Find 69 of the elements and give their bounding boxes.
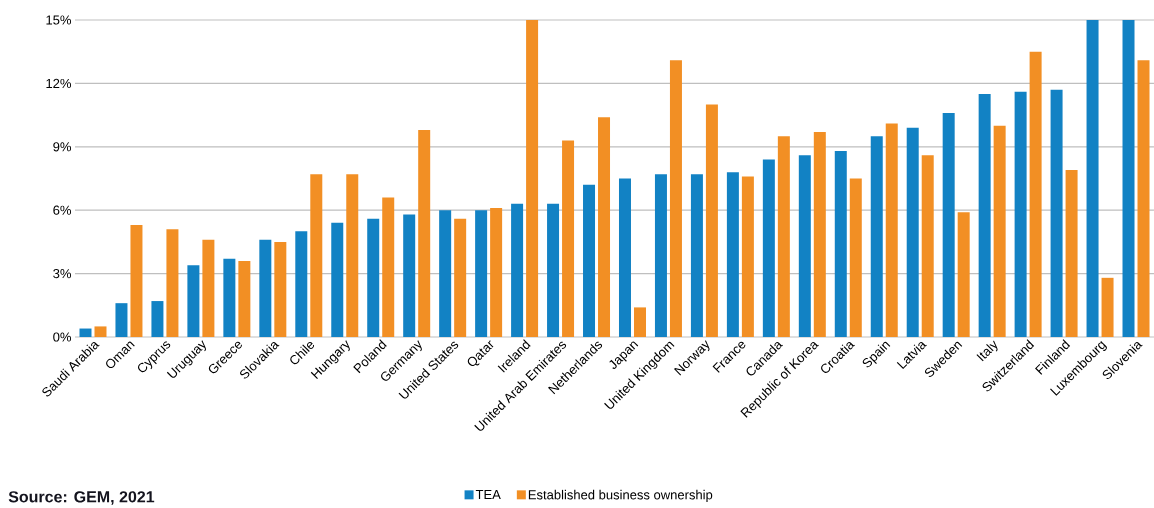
bar xyxy=(475,210,488,337)
bar xyxy=(870,136,883,337)
bar xyxy=(382,197,395,337)
legend-label: TEA xyxy=(475,490,501,500)
bar xyxy=(1101,277,1114,337)
bar xyxy=(1122,20,1135,337)
bar xyxy=(526,20,539,337)
bar xyxy=(490,208,503,337)
bar xyxy=(583,184,596,337)
bar xyxy=(885,123,898,337)
bar xyxy=(367,218,380,337)
bar xyxy=(798,155,811,337)
y-tick-label: 9% xyxy=(53,142,72,152)
bar xyxy=(669,60,682,337)
bar xyxy=(993,125,1006,337)
bar xyxy=(921,155,934,337)
bar xyxy=(454,218,467,337)
bar xyxy=(151,301,164,337)
bar xyxy=(295,231,308,337)
bar xyxy=(690,174,703,337)
bar xyxy=(274,241,287,337)
y-tick-label: 15% xyxy=(46,15,72,25)
bar xyxy=(598,117,611,337)
bar xyxy=(618,178,631,337)
bar xyxy=(1086,20,1099,337)
bar xyxy=(259,239,272,337)
bar xyxy=(849,178,862,337)
bar xyxy=(1065,170,1078,337)
bar xyxy=(94,326,107,337)
bar xyxy=(633,307,646,337)
y-tick-label: 12% xyxy=(46,78,72,88)
bar xyxy=(1014,91,1027,337)
bar xyxy=(978,93,991,337)
bar xyxy=(813,132,826,337)
bar xyxy=(705,104,718,337)
bar xyxy=(741,176,754,337)
bar xyxy=(223,258,236,337)
bar xyxy=(654,174,667,337)
bar xyxy=(331,222,344,337)
bar xyxy=(834,151,847,337)
bar xyxy=(79,328,92,337)
bar xyxy=(511,203,524,337)
bar xyxy=(238,260,251,337)
bar xyxy=(957,212,970,337)
bar xyxy=(346,174,359,337)
bar xyxy=(310,174,323,337)
bar xyxy=(202,239,215,337)
bar xyxy=(1029,51,1042,337)
bar xyxy=(187,265,200,337)
y-tick-label: 0% xyxy=(53,332,72,342)
bar xyxy=(418,129,431,337)
bar xyxy=(1050,89,1063,337)
bar xyxy=(942,112,955,337)
source-note: Source: GEM, 2021 xyxy=(8,491,155,505)
bar xyxy=(547,203,560,337)
bar xyxy=(777,136,790,337)
bar xyxy=(115,303,128,337)
bar xyxy=(562,140,575,337)
bar xyxy=(906,127,919,337)
bar xyxy=(1137,60,1150,337)
bar xyxy=(130,224,143,337)
bar xyxy=(166,229,179,337)
bar xyxy=(403,214,416,337)
y-tick-label: 3% xyxy=(53,268,72,279)
bar xyxy=(439,210,452,337)
y-tick-label: 6% xyxy=(53,205,72,215)
bar xyxy=(726,172,739,337)
legend-label: Established business ownership xyxy=(528,489,713,502)
bar xyxy=(762,159,775,337)
